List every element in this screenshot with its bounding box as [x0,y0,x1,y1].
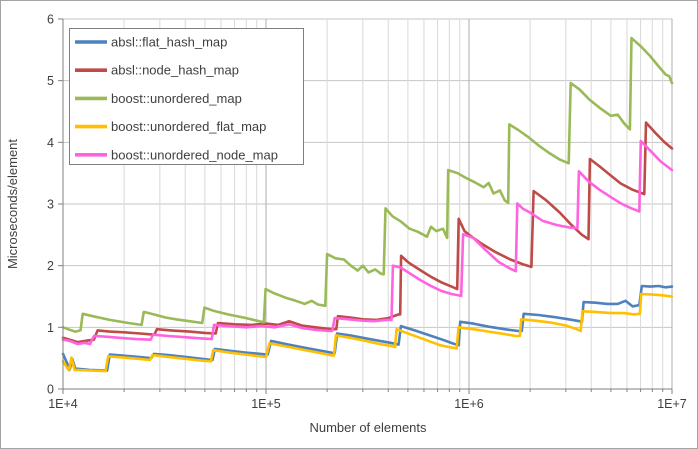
series-line [61,139,674,346]
legend: absl::flat_hash_mapabsl::node_hash_mapbo… [69,28,304,165]
legend-item: boost::unordered_node_map [75,147,278,162]
legend-item-label: boost::unordered_node_map [111,147,278,162]
series-line [61,121,674,344]
tick-labels: 0 1 2 3 4 5 6 1E+4 1E+5 1E+6 1E+7 [47,13,687,412]
legend-item: absl::node_hash_map [75,63,239,78]
series-line [61,292,674,373]
legend-item: boost::unordered_flat_map [75,119,266,134]
legend-item-label: boost::unordered_map [111,91,242,106]
x-tick-label: 1E+7 [657,397,687,411]
y-axis-title: Microseconds/element [5,139,20,269]
legend-item-label: absl::flat_hash_map [111,35,227,50]
legend-item: boost::unordered_map [75,91,242,106]
axes [58,18,673,394]
x-tick-label: 1E+5 [251,397,281,411]
y-tick-label: 1 [47,321,54,335]
y-tick-label: 0 [47,383,54,397]
x-tick-label: 1E+6 [454,397,484,411]
legend-box [69,28,304,165]
legend-item: absl::flat_hash_map [75,35,227,50]
y-tick-label: 4 [47,136,54,150]
legend-item-label: absl::node_hash_map [111,63,239,78]
y-tick-label: 6 [47,13,54,27]
series-line [61,36,674,333]
series-lines [61,36,674,373]
y-tick-label: 5 [47,74,54,88]
y-tick-label: 2 [47,259,54,273]
legend-item-label: boost::unordered_flat_map [111,119,266,134]
x-axis-title: Number of elements [309,420,427,435]
y-tick-label: 3 [47,198,54,212]
x-tick-label: 1E+4 [48,397,78,411]
